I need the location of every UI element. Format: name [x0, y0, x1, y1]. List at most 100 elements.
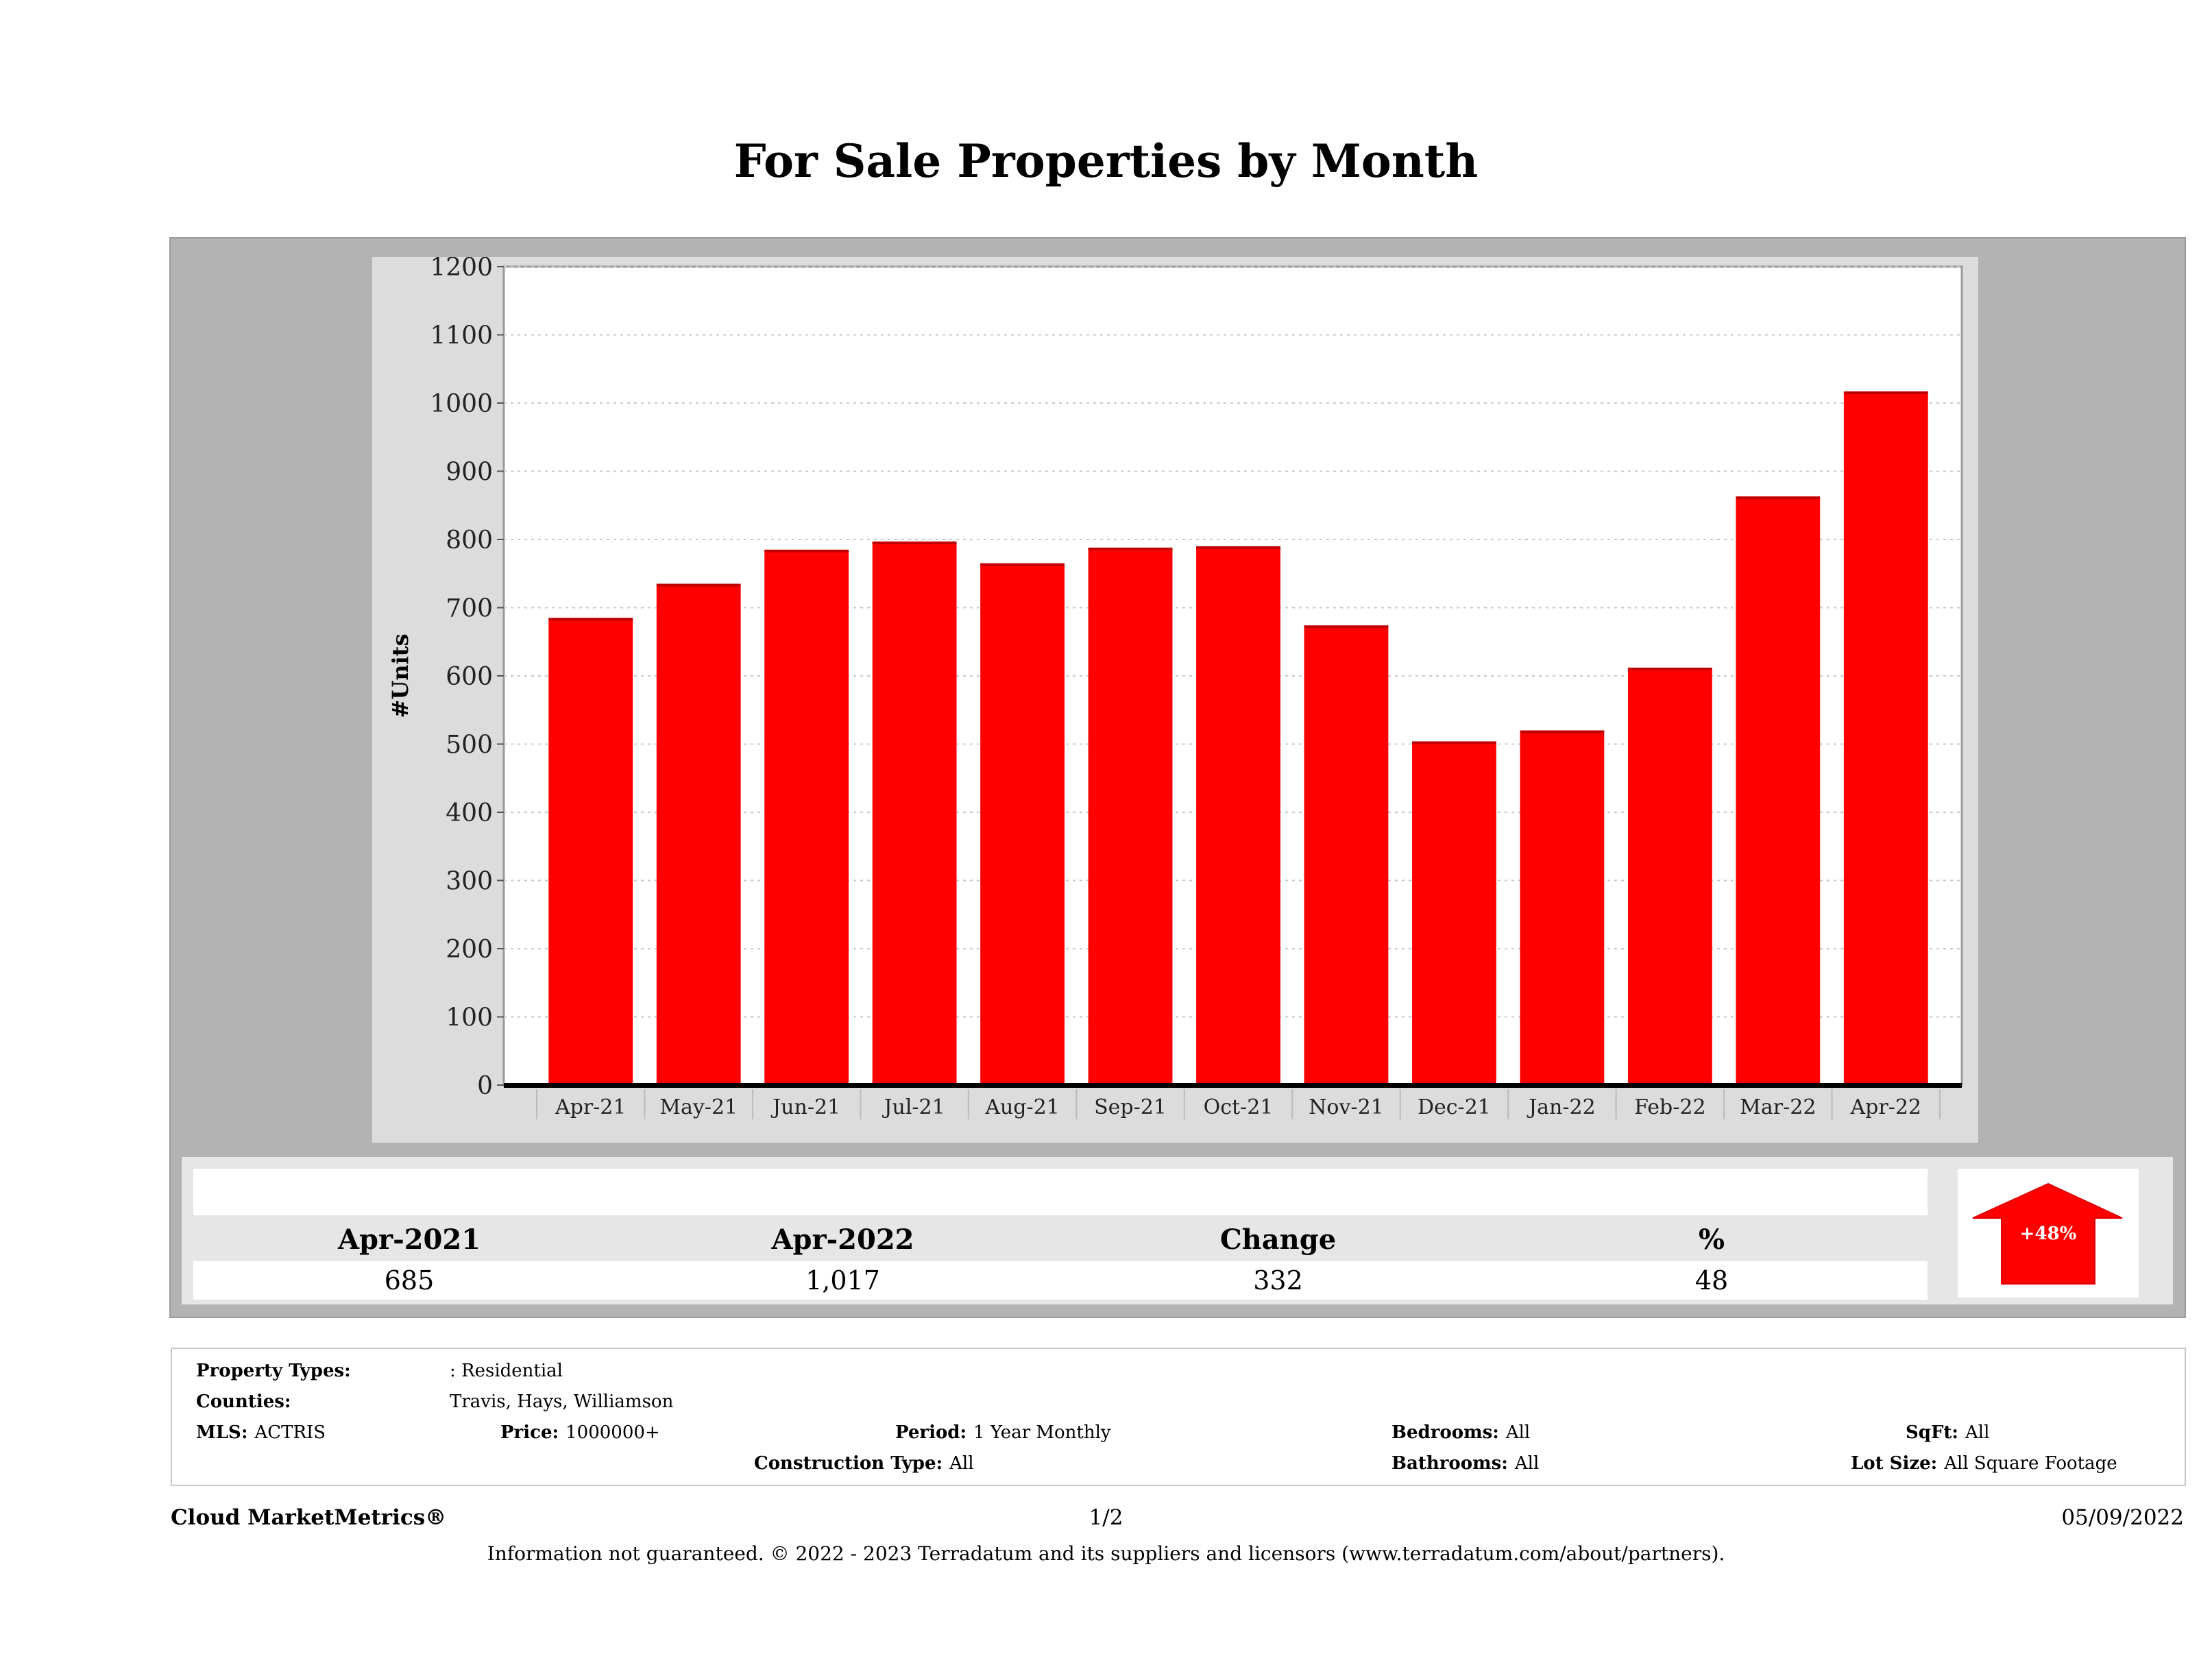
y-tick-label: 0: [477, 1072, 493, 1100]
property-types-label: Property Types:: [196, 1361, 351, 1381]
criteria-lot-size: Lot Size: All Square Footage: [1851, 1452, 2117, 1475]
bar-oct-21: [1196, 546, 1280, 1085]
summary-value-percent: 48: [1694, 1265, 1729, 1296]
brand-name: Cloud MarketMetrics®: [171, 1505, 447, 1530]
counties-label: Counties:: [196, 1391, 291, 1412]
bar-top-edge: [1627, 668, 1712, 671]
summary-blank-row: [193, 1169, 1928, 1215]
summary-value-row: [193, 1261, 1928, 1300]
bar-jul-21: [872, 541, 957, 1085]
bar-top-edge: [1304, 625, 1389, 629]
report-date: 05/09/2022: [2061, 1505, 2184, 1530]
bar-top-edge: [548, 618, 633, 621]
bar-top-edge: [764, 549, 849, 552]
x-tick-label: Jan-22: [1527, 1095, 1596, 1119]
page-number: 1/2: [1089, 1505, 1123, 1530]
bar-apr-22: [1843, 391, 1928, 1085]
counties-value: Travis, Hays, Williamson: [450, 1391, 674, 1412]
bar-top-edge: [1736, 496, 1821, 500]
x-tick-label: Apr-22: [1850, 1095, 1922, 1119]
bar-top-edge: [1088, 547, 1173, 550]
y-tick-label: 500: [446, 731, 493, 759]
criteria-sqft: SqFt: All: [1906, 1421, 1989, 1444]
mls-label: MLS:: [196, 1422, 248, 1443]
y-tick-label: 1100: [430, 322, 493, 350]
y-tick-label: 800: [446, 526, 493, 555]
y-tick-label: 900: [446, 459, 493, 487]
criteria-bathrooms: Bathrooms: All: [1391, 1452, 1539, 1475]
x-tick-label: May-21: [659, 1095, 738, 1119]
summary-header-apr-2021: Apr-2021: [193, 1218, 625, 1262]
price-value: 1000000+: [566, 1422, 660, 1443]
bar-feb-22: [1627, 668, 1712, 1085]
x-tick-label: Aug-21: [984, 1095, 1060, 1119]
summary-value-apr-2021: 685: [384, 1265, 435, 1296]
summary-value-change: 332: [1253, 1265, 1303, 1296]
bar-jun-21: [764, 549, 849, 1085]
bar-top-edge: [1520, 730, 1605, 733]
bar-top-edge: [656, 583, 741, 587]
criteria-property-types: Property Types:: [196, 1359, 351, 1383]
y-tick-label: 1000: [430, 390, 493, 418]
criteria-period: Period: 1 Year Monthly: [895, 1421, 1111, 1444]
bar-dec-21: [1412, 741, 1496, 1085]
change-badge: +48%: [1958, 1169, 2139, 1298]
x-tick-label: Jun-21: [770, 1095, 840, 1119]
bathrooms-value: All: [1514, 1453, 1540, 1474]
bar-sep-21: [1088, 547, 1173, 1085]
bar-top-edge: [1196, 546, 1280, 549]
page-title: For Sale Properties by Month: [733, 134, 1479, 188]
bar-top-edge: [980, 563, 1065, 566]
y-tick-label: 400: [446, 799, 493, 827]
x-tick-label: Apr-21: [555, 1095, 627, 1119]
sqft-label: SqFt:: [1906, 1422, 1959, 1443]
bar-chart: 0 100 200 300 400 500 600 700 800 900 1000 1100 1200…: [387, 257, 1963, 1119]
sqft-value: All: [1965, 1422, 1990, 1443]
construction-label: Construction Type:: [754, 1453, 943, 1474]
criteria-box: [171, 1348, 2186, 1486]
disclaimer: Information not guaranteed. © 2022 - 202…: [487, 1542, 1725, 1565]
summary-header-change: Change: [1060, 1218, 1496, 1262]
up-arrow-icon: [1972, 1182, 2123, 1285]
x-tick-label: Mar-22: [1740, 1095, 1816, 1119]
criteria-construction: Construction Type: All: [754, 1452, 974, 1475]
bar-top-edge: [1843, 391, 1928, 395]
x-axis-baseline: [504, 1083, 1962, 1088]
bar-top-edge: [872, 541, 957, 544]
period-value: 1 Year Monthly: [973, 1422, 1111, 1443]
bar-aug-21: [980, 563, 1065, 1085]
y-tick-label: 700: [446, 595, 493, 623]
lot-size-value: All Square Footage: [1944, 1453, 2117, 1474]
x-tick-label: Sep-21: [1094, 1095, 1167, 1119]
bar-top-edge: [1412, 741, 1496, 744]
bathrooms-label: Bathrooms:: [1391, 1453, 1508, 1474]
summary-value-apr-2022: 1,017: [805, 1265, 880, 1296]
criteria-mls: MLS: ACTRIS: [196, 1421, 326, 1444]
bar-apr-21: [548, 618, 633, 1085]
bar-jan-22: [1520, 730, 1605, 1085]
y-tick-label: 200: [446, 936, 493, 964]
bedrooms-label: Bedrooms:: [1391, 1422, 1499, 1443]
criteria-bedrooms: Bedrooms: All: [1391, 1421, 1530, 1444]
y-axis-label: #Units: [387, 634, 413, 718]
bar-nov-21: [1304, 625, 1389, 1085]
x-tick-label: Jul-21: [882, 1095, 945, 1119]
price-label: Price:: [500, 1422, 559, 1443]
criteria-counties-value: Travis, Hays, Williamson: [450, 1390, 673, 1413]
period-label: Period:: [895, 1422, 967, 1443]
change-badge-label: +48%: [2019, 1224, 2077, 1244]
criteria-price: Price: 1000000+: [500, 1421, 660, 1444]
x-tick-label: Feb-22: [1634, 1095, 1705, 1119]
lot-size-label: Lot Size:: [1851, 1453, 1938, 1474]
y-tick-label: 300: [446, 868, 493, 896]
bedrooms-value: All: [1505, 1422, 1531, 1443]
x-tick-label: Nov-21: [1309, 1095, 1384, 1119]
summary-header-percent: %: [1496, 1218, 1928, 1262]
bar-may-21: [656, 583, 741, 1085]
criteria-counties: Counties:: [196, 1390, 291, 1413]
mls-value: ACTRIS: [254, 1422, 326, 1443]
y-tick-label: 100: [446, 1004, 493, 1032]
x-tick-label: Oct-21: [1204, 1095, 1274, 1119]
construction-value: All: [949, 1453, 974, 1474]
property-types-value: : Residential: [450, 1361, 563, 1381]
